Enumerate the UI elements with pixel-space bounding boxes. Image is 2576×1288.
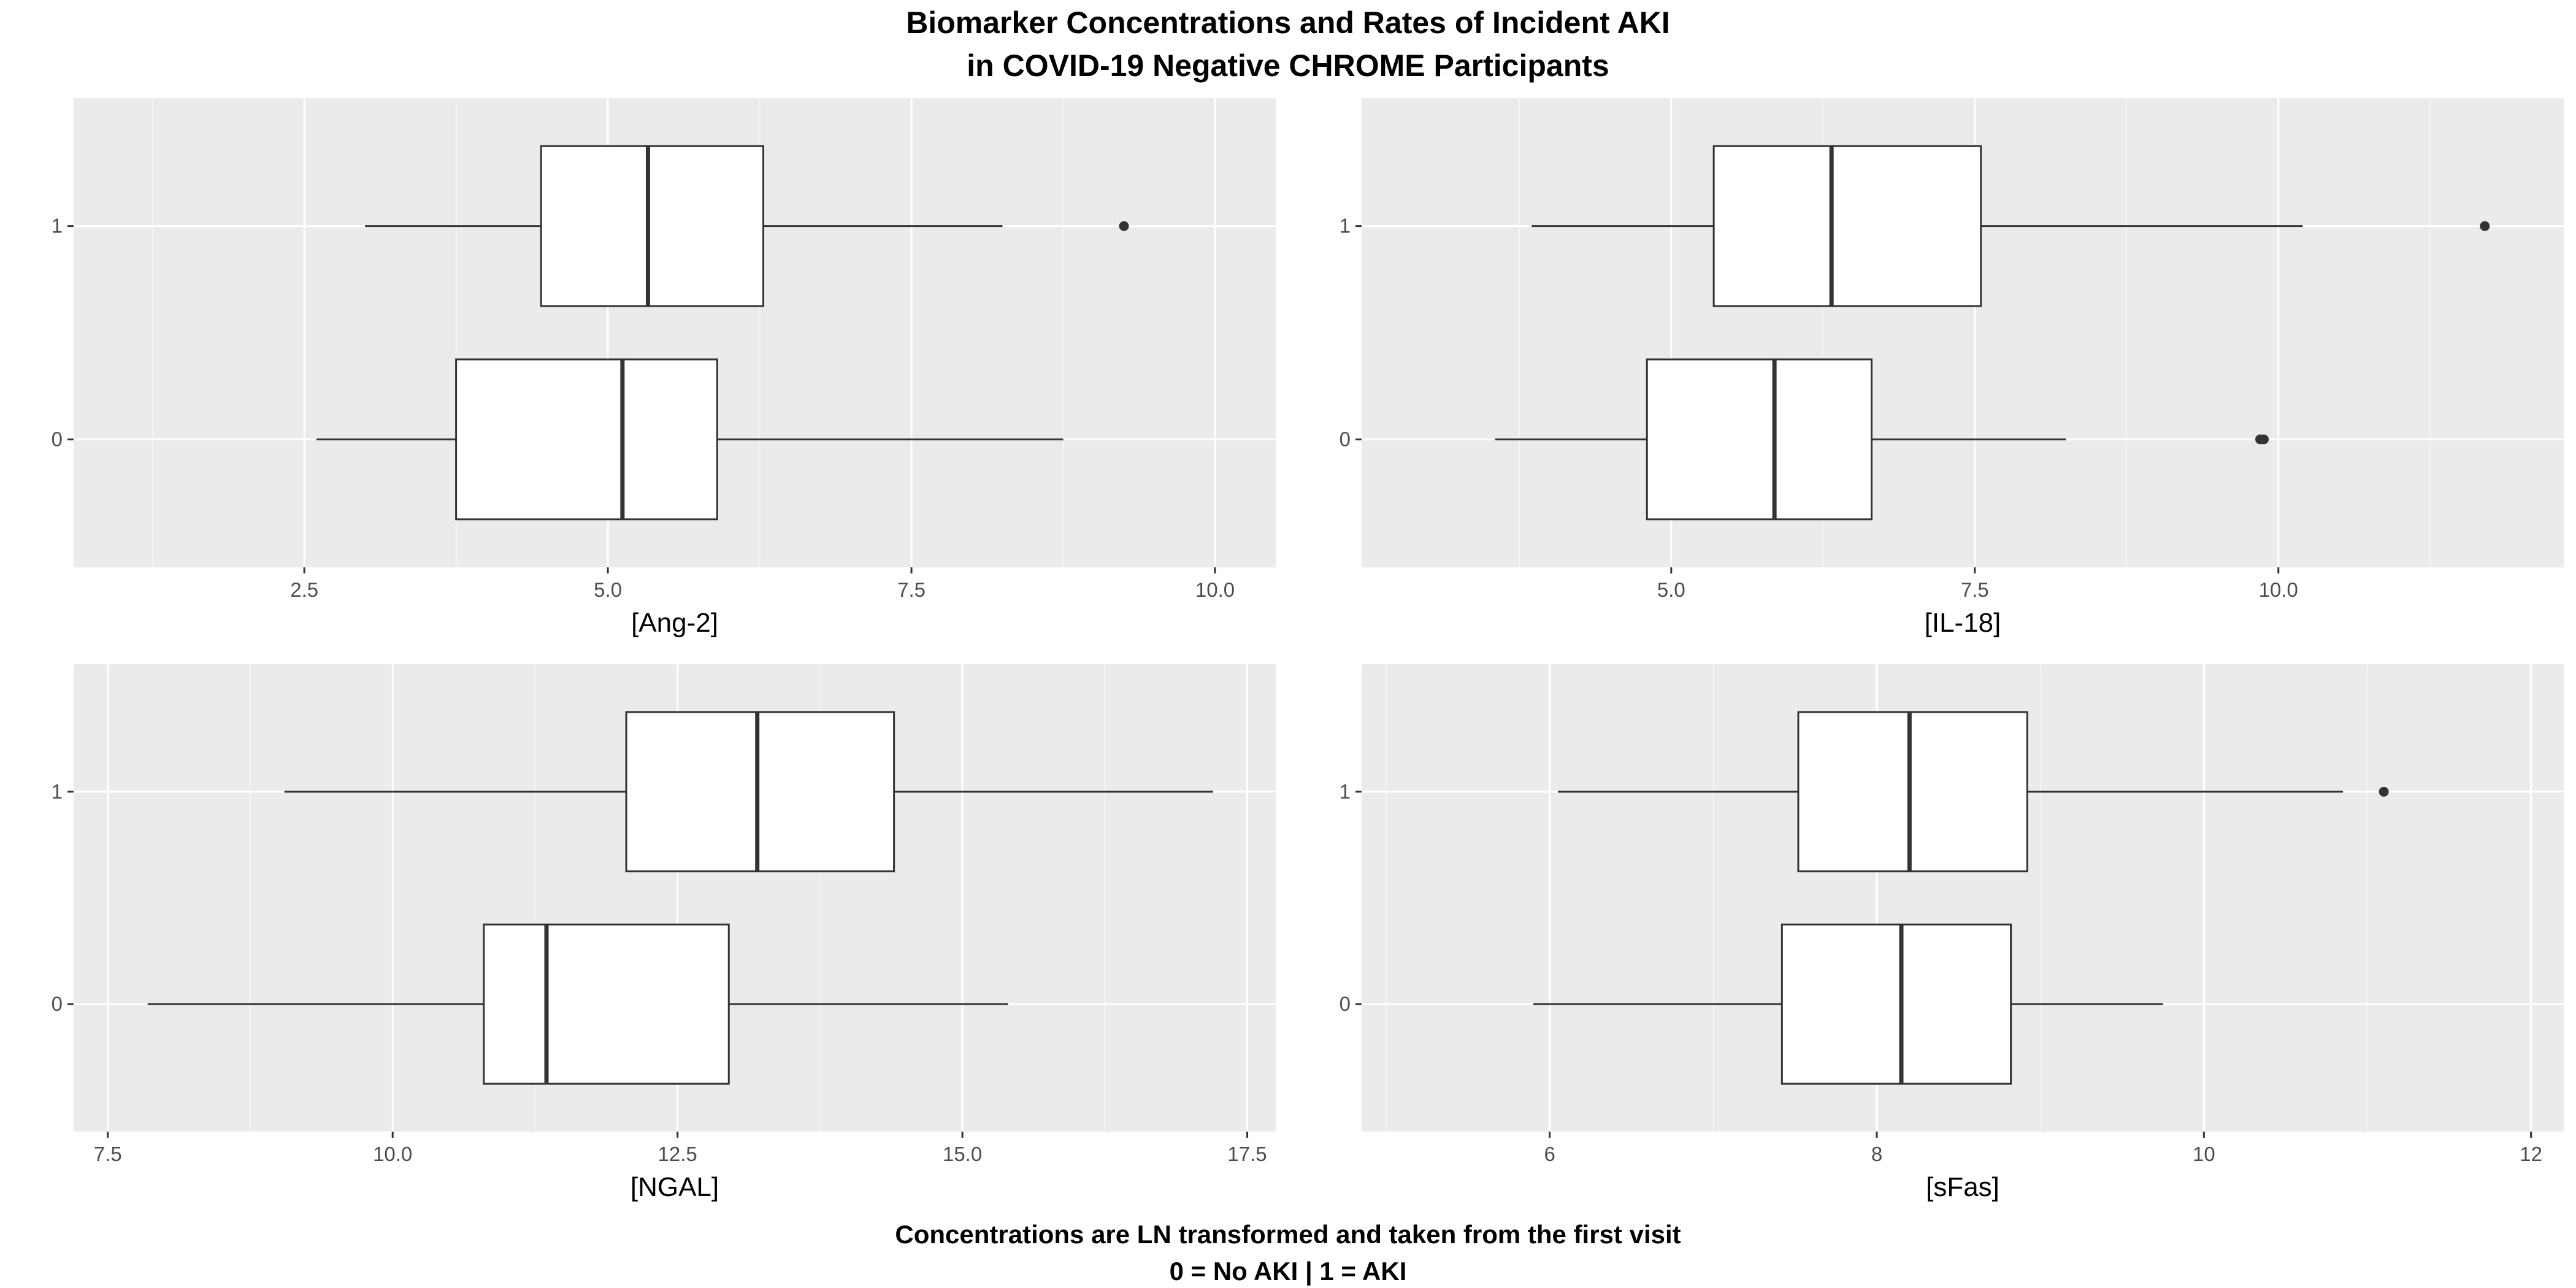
outlier-point xyxy=(2480,221,2490,231)
y-tick-label: 0 xyxy=(1340,427,1351,450)
caption-line-1: Concentrations are LN transformed and ta… xyxy=(895,1220,1681,1249)
x-axis-title: [NGAL] xyxy=(631,1172,719,1202)
x-tick-label: 17.5 xyxy=(1227,1143,1267,1165)
box-iqr xyxy=(1712,145,1982,307)
y-tick-label: 1 xyxy=(52,780,63,803)
y-tick-label: 0 xyxy=(1340,992,1351,1015)
x-tick-label: 2.5 xyxy=(290,578,318,601)
x-axis-title: [sFas] xyxy=(1926,1172,1999,1202)
x-tick-label: 7.5 xyxy=(1961,578,1989,601)
outlier-point xyxy=(2379,786,2389,797)
x-tick-label: 6 xyxy=(1544,1143,1555,1165)
x-tick-label: 15.0 xyxy=(943,1143,982,1165)
x-tick-label: 10 xyxy=(2193,1143,2215,1165)
box-iqr xyxy=(540,145,765,307)
chart-title-line-2: in COVID-19 Negative CHROME Participants xyxy=(967,48,1609,83)
x-axis-title: [IL-18] xyxy=(1925,608,2001,638)
box-iqr xyxy=(1781,923,2012,1085)
x-tick-label: 7.5 xyxy=(897,578,926,601)
x-tick-label: 10.0 xyxy=(2259,578,2298,601)
x-tick-label: 10.0 xyxy=(373,1143,412,1165)
box-iqr xyxy=(1646,358,1873,521)
y-tick-label: 1 xyxy=(1340,780,1351,803)
x-axis-title: [Ang-2] xyxy=(631,608,718,638)
box-iqr xyxy=(483,923,730,1085)
y-tick-label: 0 xyxy=(52,992,63,1015)
box-iqr xyxy=(455,358,718,521)
y-tick-label: 1 xyxy=(52,215,63,237)
outlier-point xyxy=(1119,221,1129,231)
x-tick-label: 8 xyxy=(1871,1143,1882,1165)
caption-line-2: 0 = No AKI | 1 = AKI xyxy=(1169,1257,1407,1286)
x-tick-label: 12.5 xyxy=(658,1143,697,1165)
x-tick-label: 5.0 xyxy=(1657,578,1685,601)
y-tick-label: 0 xyxy=(52,427,63,450)
x-tick-label: 12 xyxy=(2520,1143,2542,1165)
x-tick-label: 7.5 xyxy=(94,1143,122,1165)
y-tick-label: 1 xyxy=(1340,215,1351,237)
x-tick-label: 5.0 xyxy=(594,578,622,601)
outlier-point xyxy=(2258,434,2269,445)
x-tick-label: 10.0 xyxy=(1195,578,1235,601)
chart-title-line-1: Biomarker Concentrations and Rates of In… xyxy=(906,6,1670,40)
box-iqr xyxy=(1797,711,2028,873)
box-iqr xyxy=(625,711,895,873)
